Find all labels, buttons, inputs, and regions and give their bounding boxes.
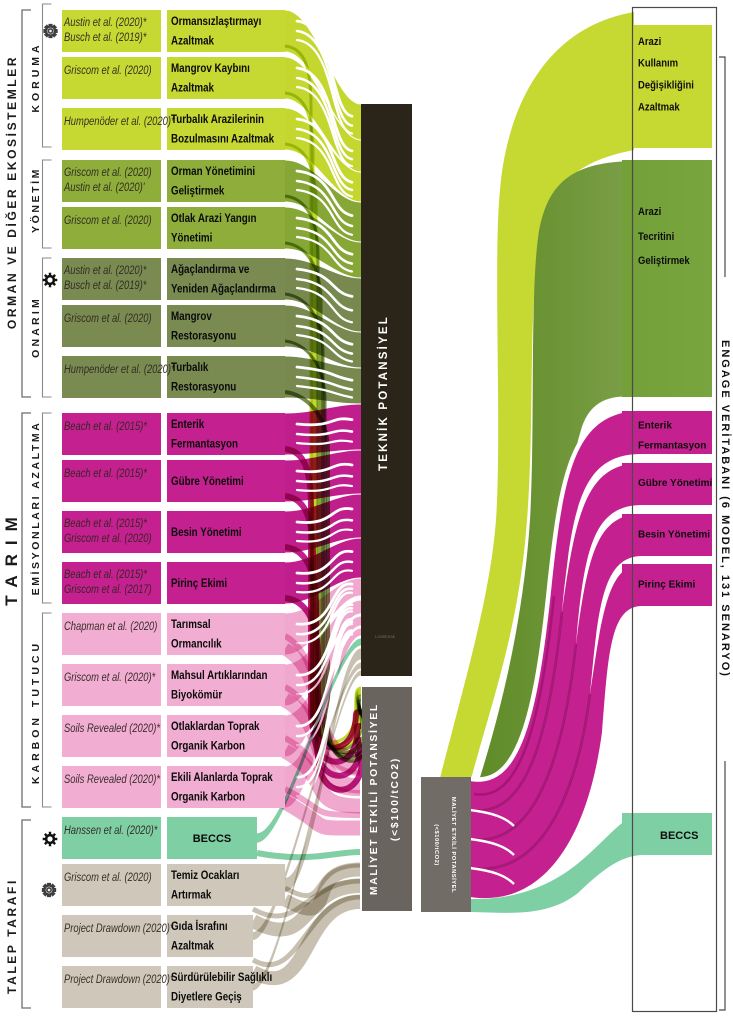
svg-text:Beach et al. (2015)*: Beach et al. (2015)* [64, 517, 148, 530]
svg-text:(<$100/tCO2): (<$100/tCO2) [433, 824, 439, 866]
svg-text:Turbalık: Turbalık [171, 361, 209, 374]
svg-text:Otlak Arazi Yangın: Otlak Arazi Yangın [171, 212, 256, 225]
svg-text:Organik Karbon: Organik Karbon [171, 740, 245, 753]
svg-text:TEKNİK POTANSİYEL: TEKNİK POTANSİYEL [377, 315, 390, 471]
svg-text:Mangrov: Mangrov [171, 310, 213, 323]
svg-text:Temiz Ocakları: Temiz Ocakları [171, 869, 239, 882]
svg-text:Austin et al. (2020)': Austin et al. (2020)' [63, 181, 145, 194]
svg-text:YÖNETİM: YÖNETİM [29, 167, 42, 233]
svg-text:Humpenöder et al. (2020)*: Humpenöder et al. (2020)* [64, 363, 175, 376]
svg-text:Beach et al. (2015)*: Beach et al. (2015)* [64, 420, 148, 433]
svg-text:Azaltmak: Azaltmak [171, 940, 215, 953]
svg-text:Arazi: Arazi [638, 36, 661, 48]
svg-text:Azaltmak: Azaltmak [638, 102, 680, 114]
svg-text:Pirinç Ekimi: Pirinç Ekimi [171, 577, 227, 590]
svg-text:TARIM: TARIM [2, 508, 21, 606]
svg-text:KORUMA: KORUMA [30, 41, 42, 112]
svg-text:Besin Yönetimi: Besin Yönetimi [638, 530, 710, 541]
svg-text:Enterik: Enterik [171, 418, 205, 431]
svg-text:Orman Yönetimini: Orman Yönetimini [171, 165, 255, 178]
svg-text:Busch et al. (2019)*: Busch et al. (2019)* [64, 279, 147, 292]
svg-text:Mahsul Artıklarından: Mahsul Artıklarından [171, 669, 267, 682]
svg-text:Geliştirmek: Geliştirmek [171, 185, 225, 198]
svg-text:MALİYET ETKİLİ POTANSİYEL: MALİYET ETKİLİ POTANSİYEL [450, 797, 457, 893]
svg-text:MALİYET ETKİLİ POTANSİYEL: MALİYET ETKİLİ POTANSİYEL [367, 703, 380, 895]
svg-text:Griscom et al. (2017): Griscom et al. (2017) [64, 583, 152, 596]
svg-text:Ormansızlaştırmayı: Ormansızlaştırmayı [171, 15, 261, 28]
svg-text:Kullanım: Kullanım [638, 58, 678, 70]
svg-text:Hanssen et al. (2020)*: Hanssen et al. (2020)* [64, 824, 158, 837]
svg-text:Gübre Yönetimi: Gübre Yönetimi [638, 478, 712, 489]
svg-text:Diyetlere Geçiş: Diyetlere Geçiş [171, 991, 242, 1004]
svg-text:Austin et al. (2020)*: Austin et al. (2020)* [63, 16, 147, 29]
svg-text:Restorasyonu: Restorasyonu [171, 330, 236, 343]
svg-text:ENGAGE VERİTABANI (6 MODEL, 13: ENGAGE VERİTABANI (6 MODEL, 131 SENARYO) [719, 340, 732, 678]
svg-text:(<$100/tCO2): (<$100/tCO2) [390, 757, 401, 841]
svg-text:Fermantasyon: Fermantasyon [171, 438, 238, 451]
svg-text:Project Drawdown (2020)*: Project Drawdown (2020)* [64, 973, 174, 986]
svg-text:ONARIM: ONARIM [30, 296, 42, 358]
svg-text:Ağaçlandırma ve: Ağaçlandırma ve [171, 263, 249, 276]
svg-text:Soils Revealed (2020)*: Soils Revealed (2020)* [64, 773, 161, 786]
svg-text:Tarımsal: Tarımsal [171, 618, 211, 631]
svg-text:BECCS: BECCS [193, 833, 232, 845]
svg-text:Bozulmasını Azaltmak: Bozulmasını Azaltmak [171, 133, 275, 146]
svg-text:Beach et al. (2015)*: Beach et al. (2015)* [64, 568, 148, 581]
svg-text:Chapman et al. (2020): Chapman et al. (2020) [64, 620, 157, 633]
svg-text:Enterik: Enterik [638, 421, 672, 432]
svg-text:BECCS: BECCS [660, 830, 699, 842]
svg-text:Griscom et al. (2020): Griscom et al. (2020) [64, 64, 152, 77]
svg-text:Griscom et al. (2020)*: Griscom et al. (2020)* [64, 671, 156, 684]
svg-text:Busch et al. (2019)*: Busch et al. (2019)* [64, 31, 147, 44]
svg-text:LowBreak: LowBreak [375, 634, 396, 639]
svg-text:EMİSYONLARI AZALTMA: EMİSYONLARI AZALTMA [29, 421, 42, 596]
svg-text:Besin Yönetimi: Besin Yönetimi [171, 526, 242, 539]
svg-text:Azaltmak: Azaltmak [171, 82, 215, 95]
svg-text:Fermantasyon: Fermantasyon [638, 441, 706, 452]
svg-text:Project Drawdown (2020)*: Project Drawdown (2020)* [64, 922, 174, 935]
svg-text:Gübre Yönetimi: Gübre Yönetimi [171, 475, 244, 488]
svg-text:Organik Karbon: Organik Karbon [171, 791, 245, 804]
svg-text:Turbalık Arazilerinin: Turbalık Arazilerinin [171, 113, 264, 126]
svg-text:TALEP TARAFI: TALEP TARAFI [5, 878, 19, 994]
svg-text:Humpenöder et al. (2020)*: Humpenöder et al. (2020)* [64, 115, 175, 128]
svg-text:Otlaklardan Toprak: Otlaklardan Toprak [171, 720, 260, 733]
svg-text:Mangrov Kaybını: Mangrov Kaybını [171, 62, 250, 75]
svg-text:Değişikliğini: Değişikliğini [638, 80, 694, 92]
svg-text:Griscom et al. (2020): Griscom et al. (2020) [64, 214, 152, 227]
svg-text:Griscom et al. (2020): Griscom et al. (2020) [64, 532, 152, 545]
svg-text:Sürdürülebilir Sağlıklı: Sürdürülebilir Sağlıklı [171, 971, 272, 984]
svg-text:Pirinç Ekimi: Pirinç Ekimi [638, 580, 695, 591]
svg-text:Yönetimi: Yönetimi [171, 232, 212, 245]
svg-text:Griscom et al. (2020): Griscom et al. (2020) [64, 312, 152, 325]
svg-text:Gıda İsrafını: Gıda İsrafını [171, 919, 228, 933]
svg-text:Geliştirmek: Geliştirmek [638, 255, 690, 267]
svg-text:Biyokömür: Biyokömür [171, 689, 223, 702]
svg-text:Ekili Alanlarda Toprak: Ekili Alanlarda Toprak [171, 771, 274, 784]
svg-text:Yeniden Ağaçlandırma: Yeniden Ağaçlandırma [171, 283, 276, 296]
svg-text:Griscom et al. (2020): Griscom et al. (2020) [64, 166, 152, 179]
svg-text:Restorasyonu: Restorasyonu [171, 381, 236, 394]
svg-text:Soils Revealed (2020)*: Soils Revealed (2020)* [64, 722, 161, 735]
svg-text:KARBON TUTUCU: KARBON TUTUCU [30, 640, 42, 784]
svg-text:Griscom et al. (2020): Griscom et al. (2020) [64, 871, 152, 884]
svg-text:ORMAN VE DİĞER EKOSİSTEMLER: ORMAN VE DİĞER EKOSİSTEMLER [4, 55, 19, 329]
svg-text:Tecritini: Tecritini [638, 231, 674, 243]
svg-text:Beach et al. (2015)*: Beach et al. (2015)* [64, 467, 148, 480]
svg-text:Artırmak: Artırmak [171, 889, 212, 902]
svg-text:Azaltmak: Azaltmak [171, 35, 215, 48]
svg-text:Arazi: Arazi [638, 206, 661, 218]
svg-text:Austin et al. (2020)*: Austin et al. (2020)* [63, 264, 147, 277]
svg-text:Ormancılık: Ormancılık [171, 638, 222, 651]
